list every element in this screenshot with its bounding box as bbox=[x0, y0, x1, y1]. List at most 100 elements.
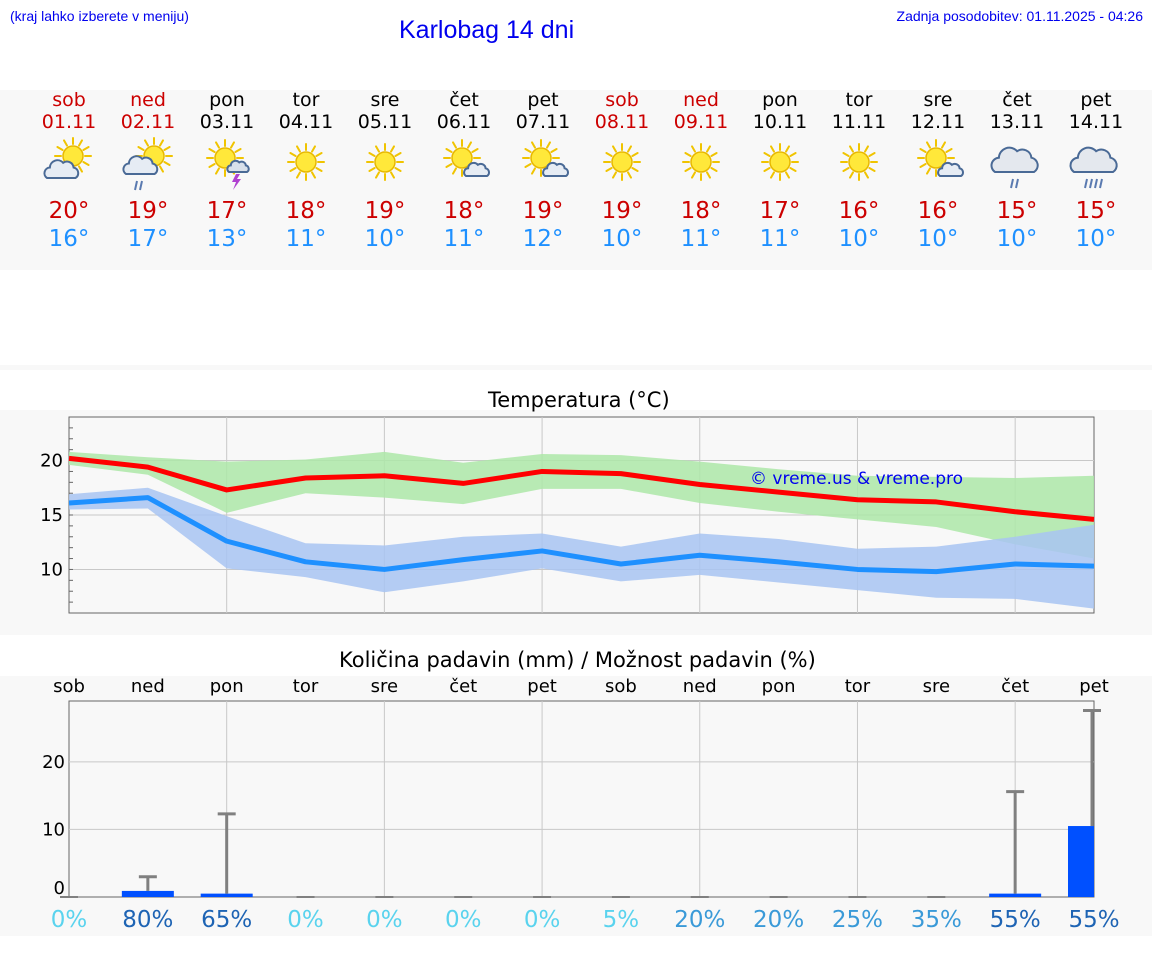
sun-icon bbox=[750, 132, 810, 192]
sun-icon bbox=[671, 132, 731, 192]
min-temperature: 10° bbox=[898, 226, 978, 252]
max-temperature: 18° bbox=[661, 198, 741, 224]
day-name: pon bbox=[740, 89, 820, 111]
day-name: sob bbox=[29, 89, 109, 111]
watermark: © vreme.us & vreme.pro bbox=[750, 469, 963, 489]
precip-probability: 20% bbox=[674, 907, 725, 933]
min-temperature: 10° bbox=[345, 226, 425, 252]
x-tick-label: sre bbox=[923, 676, 950, 697]
day-name: pon bbox=[187, 89, 267, 111]
sun-icon bbox=[276, 132, 336, 192]
location-hint: (kraj lahko izberete v meniju) bbox=[10, 8, 189, 24]
day-date: 07.11 bbox=[503, 111, 583, 133]
page-title: Karlobag 14 dni bbox=[399, 16, 574, 45]
min-temperature: 10° bbox=[582, 226, 662, 252]
divider bbox=[0, 365, 1152, 370]
day-date: 06.11 bbox=[424, 111, 504, 133]
day-name: pet bbox=[1056, 89, 1136, 111]
precip-probability: 0% bbox=[524, 907, 561, 933]
y-tick-label: 10 bbox=[42, 819, 65, 840]
day-date: 12.11 bbox=[898, 111, 978, 133]
max-temperature: 16° bbox=[819, 198, 899, 224]
cloud-rain-icon bbox=[987, 132, 1047, 192]
max-temperature: 19° bbox=[108, 198, 188, 224]
precip-probability: 0% bbox=[51, 907, 88, 933]
min-temperature: 17° bbox=[108, 226, 188, 252]
day-name: ned bbox=[108, 89, 188, 111]
sun-cloud-rain-icon bbox=[118, 132, 178, 192]
x-tick-label: sre bbox=[371, 676, 398, 697]
y-tick-label: 0 bbox=[54, 878, 65, 899]
precip-probability: 80% bbox=[122, 907, 173, 933]
precip-probability: 0% bbox=[445, 907, 482, 933]
sun-icon bbox=[592, 132, 652, 192]
max-temperature: 19° bbox=[582, 198, 662, 224]
max-temperature: 19° bbox=[503, 198, 583, 224]
precip-bar bbox=[201, 894, 253, 897]
day-name: tor bbox=[819, 89, 899, 111]
temperature-chart-title: Temperatura (°C) bbox=[488, 388, 670, 412]
min-temperature: 10° bbox=[1056, 226, 1136, 252]
min-temperature: 11° bbox=[424, 226, 504, 252]
min-temperature: 16° bbox=[29, 226, 109, 252]
precip-bar bbox=[1068, 826, 1094, 897]
day-name: ned bbox=[661, 89, 741, 111]
temperature-chart: 10 15 20 © vreme.us & vreme.pro bbox=[0, 410, 1152, 630]
precip-probability: 20% bbox=[753, 907, 804, 933]
sun-icon bbox=[355, 132, 415, 192]
day-date: 11.11 bbox=[819, 111, 899, 133]
min-temperature: 11° bbox=[661, 226, 741, 252]
day-name: sre bbox=[345, 89, 425, 111]
precip-probability: 55% bbox=[1068, 907, 1119, 933]
day-date: 05.11 bbox=[345, 111, 425, 133]
min-temperature: 13° bbox=[187, 226, 267, 252]
x-tick-label: sob bbox=[53, 676, 85, 697]
max-temperature: 17° bbox=[740, 198, 820, 224]
min-temperature: 10° bbox=[977, 226, 1057, 252]
x-tick-label: ned bbox=[683, 676, 717, 697]
x-tick-label: ned bbox=[131, 676, 165, 697]
last-update: Zadnja posodobitev: 01.11.2025 - 04:26 bbox=[897, 8, 1143, 24]
sun-storm-icon bbox=[197, 132, 257, 192]
sun-small-cloud-icon bbox=[513, 132, 573, 192]
max-temperature: 15° bbox=[1056, 198, 1136, 224]
min-temperature: 11° bbox=[740, 226, 820, 252]
day-date: 04.11 bbox=[266, 111, 346, 133]
x-tick-label: pon bbox=[210, 676, 244, 697]
precipitation-chart-title: Količina padavin (mm) / Možnost padavin … bbox=[339, 648, 816, 672]
day-name: tor bbox=[266, 89, 346, 111]
x-tick-label: pet bbox=[1079, 676, 1109, 697]
day-date: 10.11 bbox=[740, 111, 820, 133]
day-date: 09.11 bbox=[661, 111, 741, 133]
x-tick-label: pon bbox=[762, 676, 796, 697]
precipitation-chart: sob ned pon tor sre čet pet sob ned pon tor sre čet p… bbox=[0, 670, 1152, 940]
day-name: pet bbox=[503, 89, 583, 111]
x-tick-label: sob bbox=[605, 676, 637, 697]
precip-probability: 65% bbox=[201, 907, 252, 933]
precip-probability: 55% bbox=[990, 907, 1041, 933]
y-tick-label: 15 bbox=[40, 505, 63, 526]
day-date: 02.11 bbox=[108, 111, 188, 133]
max-temperature: 20° bbox=[29, 198, 109, 224]
max-temperature: 15° bbox=[977, 198, 1057, 224]
day-name: čet bbox=[424, 89, 504, 111]
x-tick-label: pet bbox=[527, 676, 557, 697]
day-date: 03.11 bbox=[187, 111, 267, 133]
y-tick-label: 20 bbox=[40, 451, 63, 472]
max-temperature: 18° bbox=[424, 198, 504, 224]
y-tick-label: 10 bbox=[40, 559, 63, 580]
x-tick-label: čet bbox=[449, 676, 477, 697]
x-tick-label: tor bbox=[293, 676, 319, 697]
precip-probability: 0% bbox=[366, 907, 403, 933]
sun-small-cloud-icon bbox=[908, 132, 968, 192]
day-date: 13.11 bbox=[977, 111, 1057, 133]
precip-bar bbox=[989, 894, 1041, 897]
min-temperature: 10° bbox=[819, 226, 899, 252]
max-temperature: 16° bbox=[898, 198, 978, 224]
max-temperature: 19° bbox=[345, 198, 425, 224]
day-name: čet bbox=[977, 89, 1057, 111]
max-temperature: 18° bbox=[266, 198, 346, 224]
precip-probability: 25% bbox=[832, 907, 883, 933]
precip-probability: 0% bbox=[287, 907, 324, 933]
day-date: 01.11 bbox=[29, 111, 109, 133]
